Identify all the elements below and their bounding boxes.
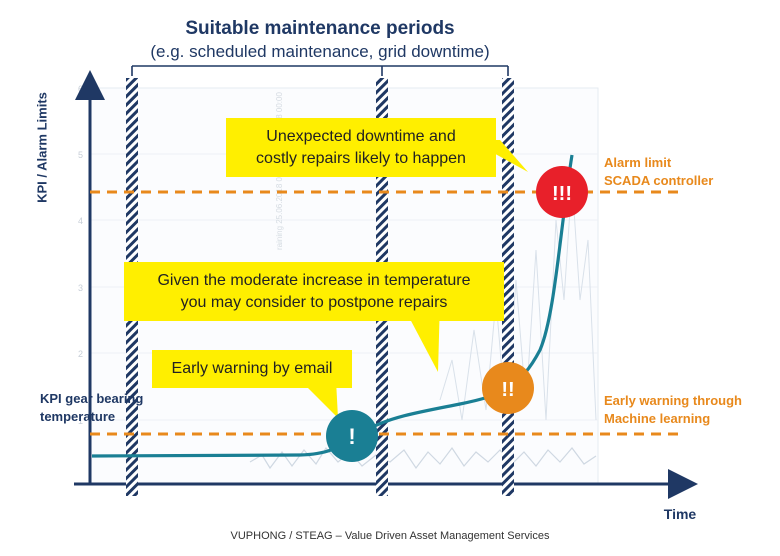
diagram-title: Suitable maintenance periods <box>185 18 455 39</box>
y-axis-label: KPI / Alarm Limits <box>34 92 50 203</box>
early-warning-label-line: Machine learning <box>604 410 711 426</box>
y-tick-labels: 6 5 4 3 2 1 <box>78 84 83 426</box>
background-signal-low <box>249 446 597 470</box>
maintenance-bracket <box>131 65 509 76</box>
callout-moderate: Given the moderate increase in temperatu… <box>124 262 504 322</box>
callout-line: costly repairs likely to happen <box>256 149 466 167</box>
callout-email: Early warning by email <box>152 350 352 388</box>
callout-line: Unexpected downtime and <box>266 128 456 145</box>
y-tick-label: 6 <box>78 84 83 94</box>
early-warning-label-line: Early warning through <box>604 393 742 408</box>
svg-text:!!!: !!! <box>552 183 572 205</box>
footer-text: VUPHONG / STEAG – Value Driven Asset Man… <box>230 530 550 542</box>
marker-early-warning: ! <box>326 410 378 462</box>
kpi-label-line: temperature <box>40 408 116 424</box>
callout-email-pointer <box>300 380 338 418</box>
y-tick-label: 5 <box>78 150 83 160</box>
y-tick-label: 2 <box>78 349 83 359</box>
kpi-label-line: KPI gear bearing <box>40 391 144 406</box>
alarm-limit-label-line: SCADA controller <box>604 172 714 188</box>
callout-line: you may consider to postpone repairs <box>180 293 448 311</box>
callout-downtime: Unexpected downtime and costly repairs l… <box>226 118 496 178</box>
early-warning-label: Early warning through Machine learning <box>604 392 774 427</box>
y-tick-label: 1 <box>78 416 83 426</box>
alarm-limit-label-line: Alarm limit <box>604 155 672 170</box>
marker-alarm: !!! <box>536 166 588 218</box>
svg-text:!: ! <box>348 424 355 449</box>
svg-text:!!: !! <box>501 379 514 401</box>
kpi-label: KPI gear bearing temperature <box>40 390 170 425</box>
marker-moderate: !! <box>482 362 534 414</box>
callout-line: Given the moderate increase in temperatu… <box>157 272 471 289</box>
y-tick-label: 3 <box>78 283 83 293</box>
y-tick-label: 4 <box>78 216 83 226</box>
alarm-limit-label: Alarm limit SCADA controller <box>604 154 774 189</box>
diagram-subtitle: (e.g. scheduled maintenance, grid downti… <box>150 42 490 61</box>
x-axis-label: Time <box>663 506 697 522</box>
